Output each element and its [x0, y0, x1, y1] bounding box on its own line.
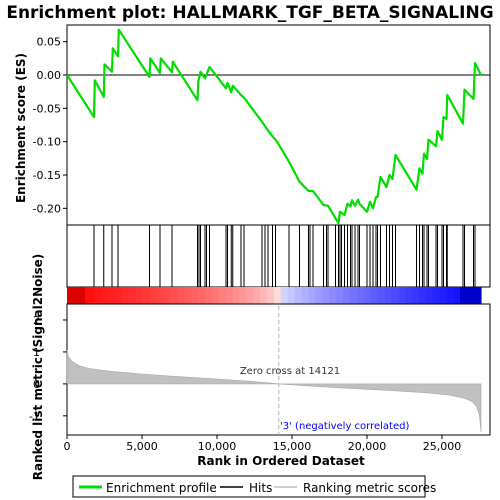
correlation-segment	[239, 287, 247, 304]
correlation-segment	[418, 287, 427, 304]
correlation-segment	[287, 287, 296, 304]
x-tick-label: 0	[64, 440, 71, 453]
correlation-segment	[425, 287, 434, 304]
correlation-segment	[253, 287, 261, 304]
es-y-tick-label: 0.05	[37, 36, 62, 49]
correlation-segment	[453, 287, 461, 304]
correlation-segment	[184, 287, 192, 304]
correlation-segment-strong-negative	[460, 287, 481, 304]
correlation-segment	[205, 287, 213, 304]
correlation-segment	[163, 287, 172, 304]
chart-title: Enrichment plot: HALLMARK_TGF_BETA_SIGNA…	[6, 3, 493, 23]
negative-correlation-label: '3' (negatively correlated)	[280, 421, 409, 432]
correlation-segment	[260, 287, 268, 304]
correlation-segment	[177, 287, 185, 304]
metric-y-tick-label: -1	[29, 410, 40, 423]
metric-axis-title: Ranked list metric (Signal2Noise)	[31, 254, 45, 481]
correlation-segment	[384, 287, 392, 304]
correlation-segment	[329, 287, 337, 304]
correlation-segment	[301, 287, 310, 304]
zero-cross-label: Zero cross at 14121	[240, 366, 340, 377]
es-y-tick-label: -0.05	[33, 102, 61, 115]
metric-y-tick-label: 1	[33, 346, 40, 359]
correlation-segment	[225, 287, 234, 304]
correlation-segment	[87, 287, 96, 304]
correlation-segment	[274, 287, 282, 304]
correlation-segment	[294, 287, 303, 304]
correlation-segment	[198, 287, 206, 304]
x-tick-label: 15,000	[273, 440, 312, 453]
metric-y-tick-label: 2	[33, 314, 40, 327]
correlation-segment	[349, 287, 358, 304]
correlation-segment	[336, 287, 344, 304]
correlation-segment	[412, 287, 420, 304]
correlation-segment	[232, 287, 241, 304]
es-plot-frame	[66, 24, 491, 226]
legend-label-ranking-metric: Ranking metric scores	[303, 481, 436, 495]
correlation-segment	[142, 287, 151, 304]
legend-label-hits: Hits	[249, 481, 272, 495]
es-y-tick-label: -0.15	[33, 169, 61, 182]
correlation-segment	[108, 287, 116, 304]
correlation-segment	[191, 287, 199, 304]
correlation-segment	[101, 287, 109, 304]
x-axis-title: Rank in Ordered Dataset	[197, 454, 365, 468]
correlation-segment	[308, 287, 316, 304]
correlation-segment-strong-positive	[67, 287, 85, 304]
legend-label-enrichment-profile: Enrichment profile	[106, 481, 217, 495]
correlation-segment	[446, 287, 454, 304]
metric-y-tick-label: 0	[33, 378, 40, 391]
correlation-segment	[315, 287, 323, 304]
correlation-segment	[356, 287, 365, 304]
correlation-segment	[156, 287, 165, 304]
x-tick-label: 10,000	[198, 440, 237, 453]
es-y-tick-label: 0.00	[37, 69, 62, 82]
correlation-segment	[322, 287, 330, 304]
correlation-segment	[211, 287, 220, 304]
es-y-tick-label: -0.10	[33, 136, 61, 149]
correlation-segment	[129, 287, 137, 304]
correlation-segment	[363, 287, 372, 304]
correlation-segment	[136, 287, 144, 304]
correlation-segment	[170, 287, 178, 304]
correlation-segment	[432, 287, 441, 304]
enrichment-profile-line	[66, 28, 482, 225]
correlation-segment	[370, 287, 379, 304]
es-axis-title: Enrichment score (ES)	[14, 53, 28, 203]
correlation-segment	[439, 287, 448, 304]
correlation-segment	[391, 287, 399, 304]
legend: Enrichment profile Hits Ranking metric s…	[72, 475, 436, 498]
hits-panel	[66, 224, 491, 288]
correlation-segment	[94, 287, 103, 304]
x-tick-label: 5,000	[126, 440, 158, 453]
x-tick-label: 25,000	[423, 440, 462, 453]
legend-box	[72, 475, 426, 498]
correlation-segment	[398, 287, 406, 304]
correlation-segment	[280, 287, 289, 304]
ranking-metric-area	[66, 350, 482, 432]
correlation-segment	[246, 287, 254, 304]
x-tick-label: 20,000	[348, 440, 387, 453]
correlation-segment	[377, 287, 385, 304]
correlation-segment	[115, 287, 123, 304]
correlation-segment	[343, 287, 351, 304]
enrichment-score-panel: 0.05 0.00 -0.05 -0.10 -0.15 -0.20	[33, 24, 491, 226]
correlation-segment	[218, 287, 227, 304]
correlation-segment	[122, 287, 130, 304]
correlation-segment	[267, 287, 275, 304]
correlation-segment	[149, 287, 158, 304]
correlation-segment	[405, 287, 413, 304]
es-y-tick-label: -0.20	[33, 202, 61, 215]
ranking-metric-panel: Zero cross at 14121 '3' (negatively corre…	[29, 303, 491, 453]
